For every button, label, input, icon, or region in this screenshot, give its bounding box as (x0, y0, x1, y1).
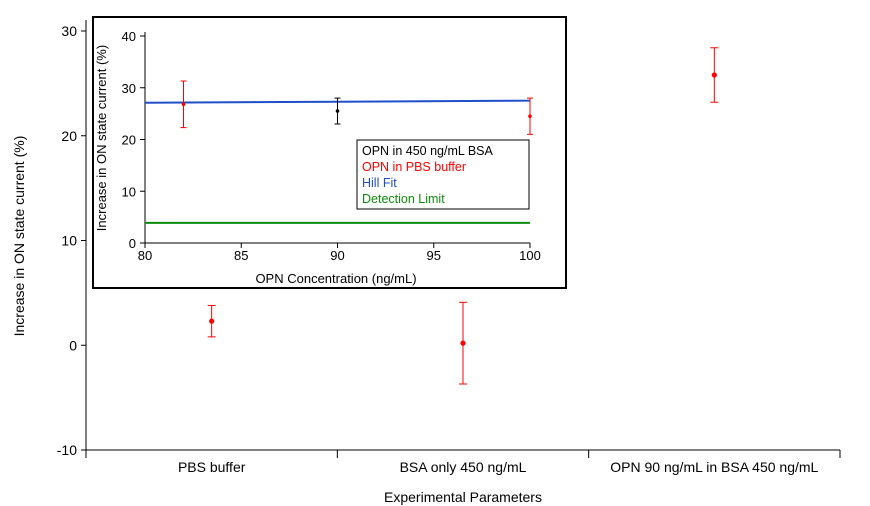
inset-chart: 0 10 20 30 40 80 85 90 95 100 Increase in ON sta… (92, 16, 567, 289)
main-x-axis-title: Experimental Parameters (384, 489, 542, 505)
main-data-point (209, 318, 215, 324)
inset-data-point (528, 114, 532, 119)
inset-x-ticks: 80 85 90 95 100 (138, 243, 541, 263)
inset-y-axis-title: Increase in ON state current (%) (94, 45, 109, 231)
legend-entry: Hill Fit (362, 176, 397, 190)
main-y-tick-label: -10 (57, 442, 77, 458)
inset-x-tick-label: 80 (138, 248, 152, 263)
inset-y-tick-label: 0 (129, 236, 136, 251)
inset-x-axis-title: OPN Concentration (ng/mL) (255, 271, 416, 286)
inset-y-ticks: 0 10 20 30 40 (122, 29, 145, 251)
main-y-tick-label: 0 (69, 337, 77, 353)
main-y-axis-title: Increase in ON state current (%) (11, 136, 27, 337)
main-y-tick-label: 30 (61, 23, 77, 39)
main-x-tick-label: BSA only 450 ng/mL (400, 459, 527, 475)
legend-entry: OPN in 450 ng/mL BSA (362, 144, 494, 158)
main-y-tick-label: 20 (61, 128, 77, 144)
inset-legend: OPN in 450 ng/mL BSA OPN in PBS buffer Hil… (356, 139, 530, 210)
legend-box (356, 139, 530, 210)
inset-y-tick-label: 30 (122, 81, 136, 96)
main-data-point (711, 72, 717, 78)
main-data-point (460, 340, 466, 346)
main-y-tick-label: 10 (61, 233, 77, 249)
main-y-ticks: -10 0 10 20 30 (57, 23, 86, 458)
main-x-ticks: PBS buffer BSA only 450 ng/mL OPN 90 ng/mL… (85, 450, 841, 475)
main-chart: -10 0 10 20 30 PBS buffer BSA only 450 ng/mL O… (11, 20, 841, 505)
main-x-tick-label: PBS buffer (178, 459, 246, 475)
inset-data-point (335, 109, 340, 113)
main-x-tick-label: OPN 90 ng/mL in BSA 450 ng/mL (610, 459, 818, 475)
inset-y-tick-label: 10 (122, 184, 136, 199)
inset-x-tick-label: 90 (330, 248, 344, 263)
inset-y-tick-label: 40 (122, 29, 136, 44)
legend-entry: OPN in PBS buffer (362, 160, 466, 174)
legend-entry: Detection Limit (362, 192, 445, 206)
inset-x-tick-label: 100 (519, 248, 541, 263)
inset-y-tick-label: 20 (122, 133, 136, 148)
main-data-points (207, 47, 719, 385)
inset-data-points (180, 80, 533, 135)
inset-x-tick-label: 85 (234, 248, 248, 263)
inset-data-point (181, 102, 186, 107)
inset-x-tick-label: 95 (427, 248, 441, 263)
